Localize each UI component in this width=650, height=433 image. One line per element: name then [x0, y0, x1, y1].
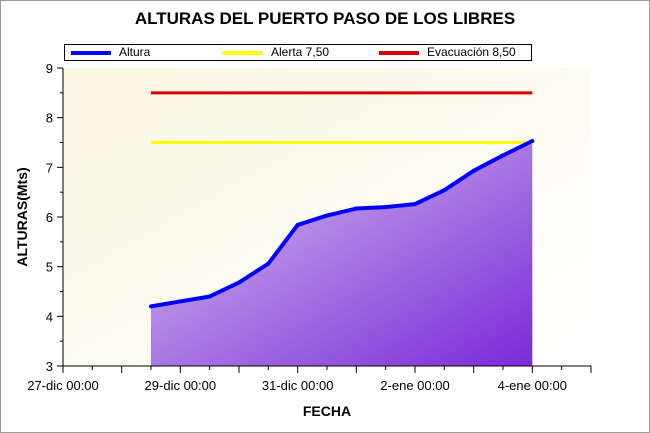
x-tick-label: 31-dic 00:00	[262, 378, 334, 393]
point-altura-5	[295, 222, 300, 227]
point-altura-2	[207, 294, 212, 299]
point-altura-9	[413, 202, 417, 207]
point-altura-3	[237, 280, 241, 285]
point-altura-11	[471, 168, 476, 173]
point-altura-10	[442, 188, 447, 193]
legend-swatch-alerta	[223, 51, 263, 55]
x-tick-label: 29-dic 00:00	[145, 378, 217, 393]
legend-swatch-altura	[71, 51, 111, 55]
point-altura-7	[354, 206, 359, 211]
legend-label-evacuacion: Evacuación 8,50	[427, 45, 516, 59]
point-altura-13	[530, 139, 535, 144]
point-altura-1	[178, 299, 183, 304]
y-tick-label: 7	[46, 160, 53, 175]
x-tick-label: 2-ene 00:00	[380, 378, 449, 393]
point-altura-4	[266, 261, 271, 266]
y-tick-label: 5	[46, 260, 53, 275]
y-axis-title: ALTURAS(Mts)	[14, 167, 30, 266]
x-tick-label: 4-ene 00:00	[498, 378, 567, 393]
y-tick-label: 6	[46, 210, 53, 225]
legend-swatch-evacuacion	[379, 51, 419, 55]
line-altura	[150, 139, 534, 309]
y-tick-label: 8	[46, 111, 53, 126]
area-altura	[151, 141, 533, 366]
chart-legend: Altura Alerta 7,50 Evacuación 8,50	[64, 44, 532, 61]
point-altura-12	[501, 153, 505, 158]
y-tick-label: 9	[46, 61, 53, 76]
chart-title: ALTURAS DEL PUERTO PASO DE LOS LIBRES	[134, 9, 516, 28]
legend-label-alerta: Alerta 7,50	[271, 45, 330, 59]
point-altura-8	[383, 205, 388, 210]
point-altura-0	[149, 304, 153, 309]
x-axis-title: FECHA	[303, 403, 351, 419]
y-tick-label: 3	[46, 359, 53, 374]
point-altura-6	[325, 213, 329, 218]
x-tick-label: 27-dic 00:00	[27, 378, 99, 393]
legend-label-altura: Altura	[119, 45, 151, 59]
y-tick-label: 4	[46, 309, 53, 324]
